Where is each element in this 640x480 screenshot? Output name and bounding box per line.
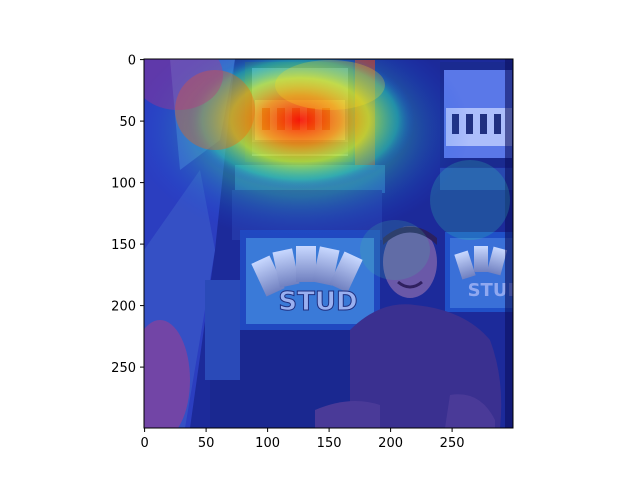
y-tick-label: 0 [128,54,136,69]
x-axis: 0 50 100 150 200 250 [140,428,465,451]
y-tick-label: 250 [111,361,136,376]
card-fan [251,246,363,297]
stud-logo-right: STUD [468,280,523,301]
x-tick-label: 50 [198,436,215,451]
stud-logo-bottom: STUD [278,287,357,317]
axes-frame [143,58,514,429]
x-tick-label: 0 [140,436,148,451]
x-tick-label: 200 [378,436,403,451]
slot-machine-right: STUD [445,232,523,312]
x-tick-label: 250 [440,436,465,451]
slot-machine-bottom: STUD [240,230,380,330]
y-tick-label: 150 [111,238,136,253]
man-figure [315,226,502,428]
y-tick-label: 200 [111,300,136,315]
x-tick-label: 150 [317,436,342,451]
photo-with-heatmap: STUD STUD [144,59,523,428]
y-tick-label: 50 [119,115,136,130]
y-axis: 0 50 100 150 200 250 [111,54,144,376]
x-tick-label: 100 [255,436,280,451]
y-tick-label: 100 [111,177,136,192]
